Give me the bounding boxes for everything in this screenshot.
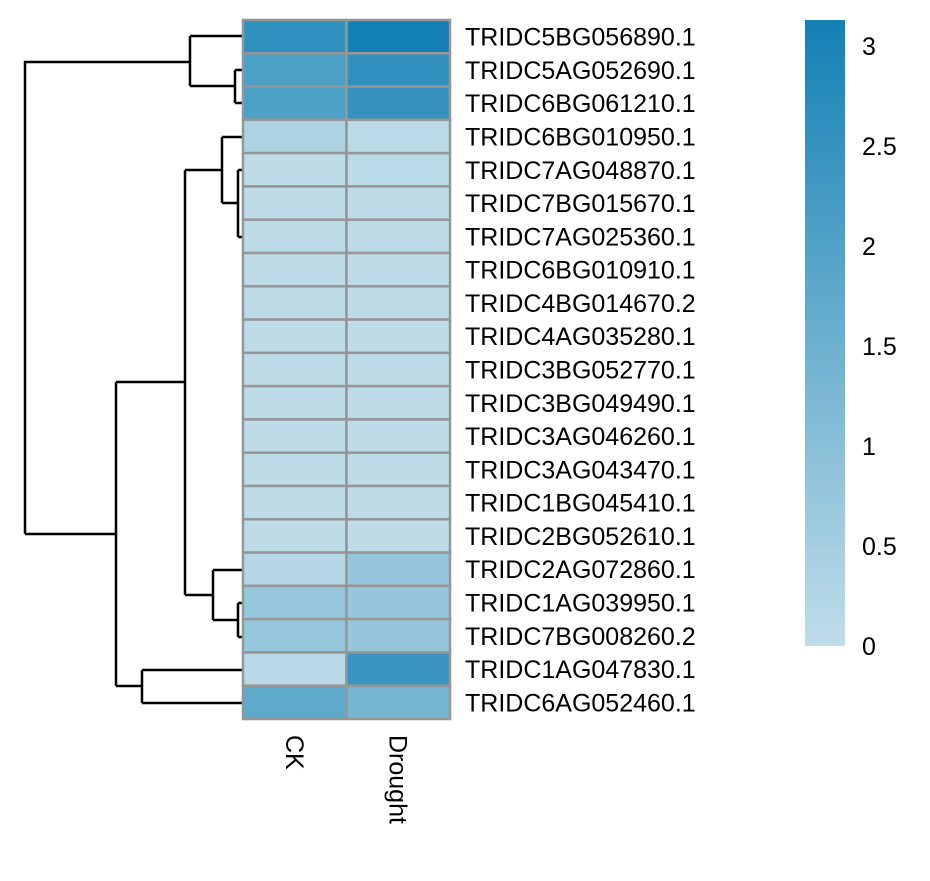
- heatmap-cell: [241, 684, 348, 721]
- row-label: TRIDC5BG056890.1: [465, 24, 696, 52]
- heatmap-cell: [345, 684, 452, 721]
- row-label: TRIDC3AG043470.1: [465, 456, 696, 484]
- heatmap-cell: [241, 118, 348, 155]
- heatmap-cell: [241, 418, 348, 454]
- heatmap-cell: [241, 351, 348, 388]
- heatmap-cell: [345, 451, 452, 488]
- heatmap-cell: [241, 85, 348, 122]
- heatmap-cell: [241, 584, 348, 621]
- dendrogram-branch: [211, 568, 243, 622]
- dendrogram-branch: [220, 135, 243, 205]
- heatmap-cell: [345, 484, 452, 521]
- row-label: TRIDC7BG015670.1: [465, 190, 696, 218]
- row-label: TRIDC2AG072860.1: [465, 556, 696, 584]
- column-label: CK: [280, 735, 308, 770]
- heatmap-cell: [241, 518, 348, 554]
- heatmap-cell: [345, 185, 452, 221]
- legend-tick-label: 2: [862, 233, 876, 261]
- row-label: TRIDC4BG014670.2: [465, 290, 696, 318]
- heatmap-cell: [345, 351, 452, 388]
- heatmap-cell: [345, 617, 452, 654]
- heatmap-cell: [345, 384, 452, 421]
- heatmap-cell: [241, 185, 348, 221]
- heatmap-cell: [345, 85, 452, 122]
- dendrogram-branch: [23, 60, 190, 534]
- row-label: TRIDC3BG049490.1: [465, 390, 696, 418]
- row-label: TRIDC4AG035280.1: [465, 323, 696, 351]
- heatmap-cell: [241, 617, 348, 654]
- legend-tick-label: 1.5: [862, 333, 897, 361]
- row-label: TRIDC6BG010910.1: [465, 257, 696, 285]
- heatmap-cell: [345, 118, 452, 155]
- heatmap-cell: [241, 451, 348, 488]
- column-label: Drought: [383, 735, 411, 824]
- heatmap-cell: [241, 285, 348, 321]
- color-legend-bar: [805, 20, 845, 646]
- heatmap-cell: [345, 551, 452, 588]
- heatmap-cell: [345, 518, 452, 554]
- heatmap-cell: [345, 251, 452, 288]
- row-dendrogram: [23, 34, 243, 705]
- legend-tick-label: 3: [862, 33, 876, 61]
- row-label: TRIDC1BG045410.1: [465, 490, 696, 518]
- row-label: TRIDC6BG010950.1: [465, 124, 696, 152]
- legend-tick-label: 1: [862, 433, 876, 461]
- heatmap-cell: [345, 285, 452, 321]
- row-label: TRIDC7AG048870.1: [465, 157, 696, 185]
- heatmap-cell: [241, 52, 348, 88]
- row-label: TRIDC6BG061210.1: [465, 90, 696, 118]
- heatmap-cell: [345, 584, 452, 621]
- row-label: TRIDC1AG047830.1: [465, 656, 696, 684]
- heatmap-cell: [345, 52, 452, 88]
- legend-tick-label: 0: [862, 633, 876, 661]
- heatmap-cell: [345, 218, 452, 255]
- heatmap-cell: [241, 651, 348, 687]
- heatmap-cell: [345, 151, 452, 188]
- heatmap-cell: [241, 318, 348, 355]
- heatmap-cell: [345, 18, 452, 55]
- heatmap-cell: [345, 651, 452, 687]
- dendrogram-branch: [140, 668, 243, 705]
- row-label: TRIDC3BG052770.1: [465, 357, 696, 385]
- heatmap-cell: [241, 151, 348, 188]
- row-label: TRIDC6AG052460.1: [465, 689, 696, 717]
- heatmap-cell: [241, 218, 348, 255]
- heatmap-cell: [345, 418, 452, 454]
- heatmap-cell: [241, 251, 348, 288]
- heatmap-cell: [241, 384, 348, 421]
- row-label: TRIDC7AG025360.1: [465, 223, 696, 251]
- row-label: TRIDC5AG052690.1: [465, 57, 696, 85]
- heatmap-cell: [241, 18, 348, 55]
- row-label: TRIDC2BG052610.1: [465, 523, 696, 551]
- dendrogram-branch: [233, 68, 243, 105]
- row-label: TRIDC1AG039950.1: [465, 590, 696, 618]
- row-label: TRIDC3AG046260.1: [465, 423, 696, 451]
- legend-tick-label: 0.5: [862, 533, 897, 561]
- row-label: TRIDC7BG008260.2: [465, 623, 696, 651]
- heatmap-cell: [241, 484, 348, 521]
- legend-tick-label: 2.5: [862, 133, 897, 161]
- heatmap-cell: [345, 318, 452, 355]
- heatmap-cell: [241, 551, 348, 588]
